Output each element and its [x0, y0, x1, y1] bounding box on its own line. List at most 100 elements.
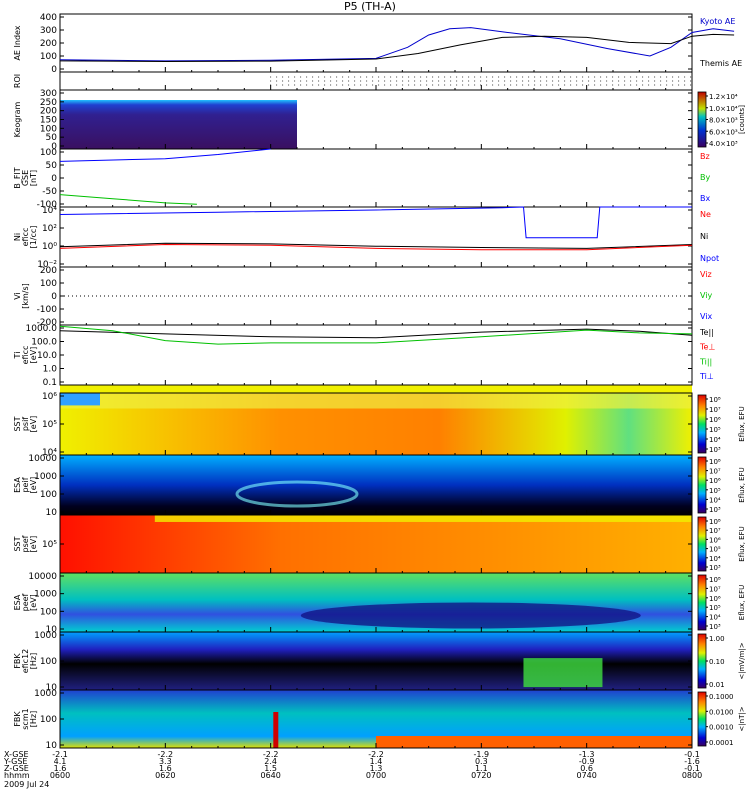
roi-dot [660, 76, 662, 78]
legend-bx: Bx [700, 194, 710, 203]
plot-title: P5 (TH-A) [344, 0, 396, 13]
roi-dot [678, 84, 680, 86]
colorbar-tick-label: 10⁸ [709, 396, 721, 404]
colorbar [697, 456, 707, 514]
roi-dot [612, 76, 614, 78]
y-tick-label: 200 [40, 266, 57, 276]
roi-dot [432, 80, 434, 82]
footer-value: 0640 [260, 771, 280, 780]
footer-value: -1.9 [474, 750, 490, 759]
y-axis-label: Vi [13, 292, 22, 300]
panel-fbk_e: 1000 100 10 FBK efic12 [Hz] 1.00 0.10 0.01 <|mV/m… [13, 631, 746, 693]
colorbar-tick-label: 10⁸ [709, 576, 721, 584]
roi-dot [684, 76, 686, 78]
roi-dot [420, 80, 422, 82]
roi-dot [276, 80, 278, 82]
y-axis-label: B_FIT [13, 167, 22, 188]
roi-dot [420, 84, 422, 86]
roi-dot [684, 84, 686, 86]
roi-dot [354, 84, 356, 86]
y-tick-label: 100 [40, 715, 57, 725]
roi-dot [534, 80, 536, 82]
roi-dot [444, 76, 446, 78]
roi-dot [384, 80, 386, 82]
footer-value: 0740 [576, 771, 596, 780]
footer-value: 1.6 [54, 764, 67, 773]
roi-dot [450, 84, 452, 86]
colorbar-tick-label: 10⁸ [709, 458, 721, 466]
footer-value: -2.2 [368, 750, 384, 759]
roi-dot [576, 76, 578, 78]
y-tick-label: -200 [37, 318, 58, 328]
legend-ni: Ni [700, 232, 708, 241]
y-axis-label: peef [21, 593, 30, 611]
colorbar-tick-label: 1.00 [709, 635, 725, 643]
roi-dot [480, 76, 482, 78]
legend-ti: Ti⊥ [699, 372, 714, 381]
colorbar-tick-label: 10⁶ [709, 536, 721, 544]
roi-dot [522, 80, 524, 82]
roi-dot [672, 80, 674, 82]
roi-dot [300, 84, 302, 86]
y-tick-label: 1.0 [43, 365, 58, 375]
roi-dot [552, 84, 554, 86]
y-axis-label: [nT] [29, 170, 38, 186]
colorbar-label: <|mV/m|> [738, 642, 746, 679]
roi-dot [270, 80, 272, 82]
roi-dot [462, 84, 464, 86]
roi-dot [288, 84, 290, 86]
roi-dot [516, 76, 518, 78]
roi-dot [666, 84, 668, 86]
roi-dot [462, 76, 464, 78]
roi-dot [612, 84, 614, 86]
series-te [59, 328, 693, 339]
y-tick-label: 1000 [34, 472, 57, 482]
footer-value: 1.1 [475, 764, 488, 773]
legend-te: Te⊥ [699, 343, 715, 352]
colorbar-tick-label: 10³ [709, 446, 721, 454]
legend-ne: Ne [700, 210, 711, 219]
colorbar [697, 394, 707, 454]
legend-kyotoae: Kyoto AE [700, 17, 735, 26]
y-axis-label: Ni [13, 233, 22, 241]
y-tick-label: 10⁴ [42, 448, 57, 458]
roi-dot [414, 76, 416, 78]
roi-dot [594, 76, 596, 78]
y-axis-label: FBK [13, 653, 22, 669]
colorbar-tick-label: 10⁷ [709, 406, 721, 414]
roi-dot [288, 76, 290, 78]
y-tick-label: 10.0 [37, 351, 57, 361]
roi-dot [564, 84, 566, 86]
roi-dot [270, 76, 272, 78]
roi-dot [648, 80, 650, 82]
series-by [59, 194, 197, 205]
roi-dot [414, 84, 416, 86]
sst-ion-upper-band [60, 393, 692, 409]
y-tick-label: 10000 [28, 454, 57, 464]
roi-dot [594, 84, 596, 86]
y-axis-label: [km/s] [21, 283, 30, 309]
roi-dot [600, 80, 602, 82]
y-tick-label: 10⁻² [37, 260, 57, 270]
roi-dot [588, 76, 590, 78]
y-axis-label: efic12 [21, 649, 30, 674]
colorbar-tick-label: 4.0×10³ [709, 140, 738, 148]
roi-dot [294, 84, 296, 86]
roi-dot [396, 84, 398, 86]
roi-dot [648, 84, 650, 86]
series-themisae [59, 33, 735, 63]
footer-row-label: hhmm [4, 771, 30, 780]
roi-dot [426, 80, 428, 82]
roi-dot [348, 84, 350, 86]
roi-dot [366, 80, 368, 82]
roi-dot [360, 76, 362, 78]
y-axis-label: ESA [13, 477, 22, 493]
roi-dot [528, 80, 530, 82]
roi-dot [414, 80, 416, 82]
roi-dot [546, 84, 548, 86]
colorbar-tick-label: 10⁵ [709, 426, 721, 434]
roi-dot [690, 76, 692, 78]
fbk-e-green-patch [523, 658, 603, 688]
colorbar-tick-label: 1.2×10⁴ [709, 93, 738, 101]
roi-dot [282, 84, 284, 86]
